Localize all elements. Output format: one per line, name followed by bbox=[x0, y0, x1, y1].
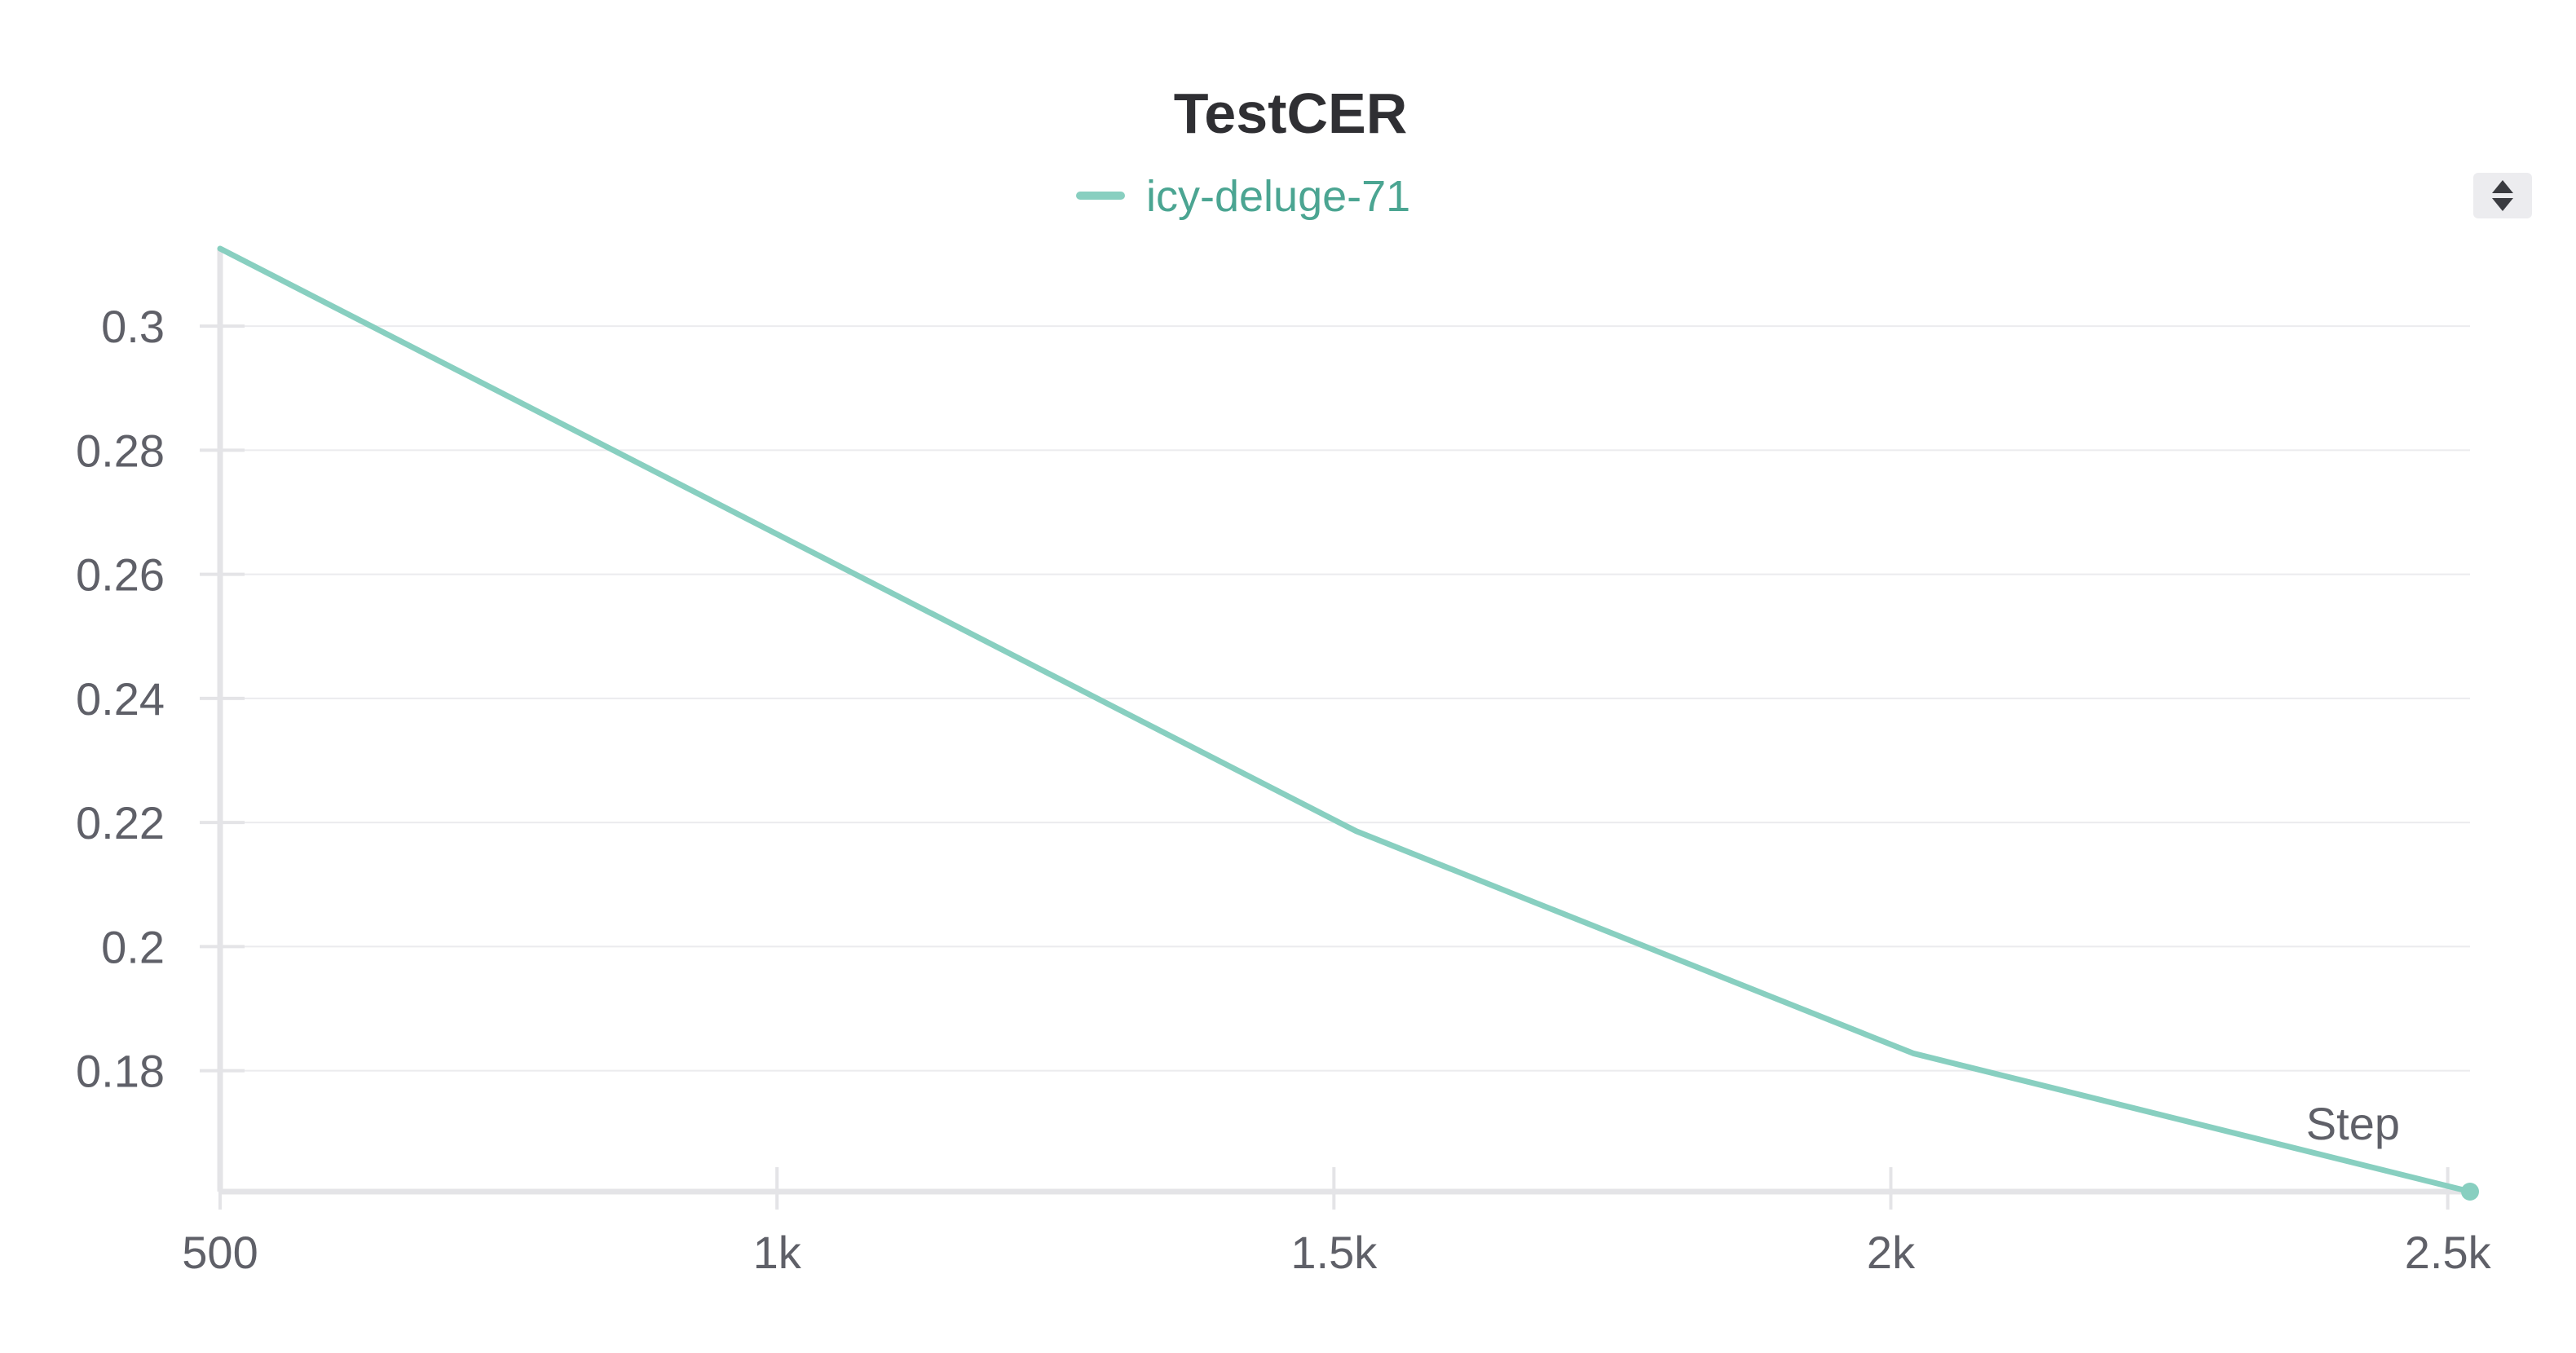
data-point-marker[interactable] bbox=[2461, 1183, 2479, 1201]
y-tick-label: 0.22 bbox=[76, 797, 165, 848]
x-axis-ticks: 500 1k 1.5k 2k 2.5k bbox=[182, 1167, 2492, 1278]
x-tick-label: 2k bbox=[1867, 1227, 1916, 1278]
series-line bbox=[217, 245, 2473, 1195]
x-tick-label: 1.5k bbox=[1290, 1227, 1378, 1278]
chevron-up-icon bbox=[2492, 180, 2513, 193]
legend: icy-deluge-71 bbox=[1076, 172, 1410, 221]
legend-label[interactable]: icy-deluge-71 bbox=[1146, 172, 1410, 221]
y-axis-ticks: 0.18 0.2 0.22 0.24 0.26 0.28 0.3 bbox=[76, 301, 245, 1097]
series-layer bbox=[217, 245, 2479, 1201]
chart-title: TestCER bbox=[1174, 82, 1408, 145]
x-tick-label: 500 bbox=[182, 1227, 258, 1278]
y-tick-label: 0.24 bbox=[76, 673, 165, 725]
legend-scroll-button[interactable] bbox=[2473, 173, 2532, 218]
chevron-down-icon bbox=[2492, 198, 2513, 211]
axes bbox=[217, 249, 2470, 1195]
x-tick-label: 1k bbox=[753, 1227, 802, 1278]
y-tick-label: 0.2 bbox=[101, 921, 165, 972]
y-tick-label: 0.18 bbox=[76, 1046, 165, 1097]
y-tick-label: 0.26 bbox=[76, 549, 165, 601]
grid-lines bbox=[220, 325, 2470, 1072]
x-tick-label: 2.5k bbox=[2405, 1227, 2492, 1278]
y-tick-label: 0.3 bbox=[101, 301, 165, 352]
y-tick-label: 0.28 bbox=[76, 425, 165, 476]
x-axis-title: Step bbox=[2306, 1098, 2400, 1149]
